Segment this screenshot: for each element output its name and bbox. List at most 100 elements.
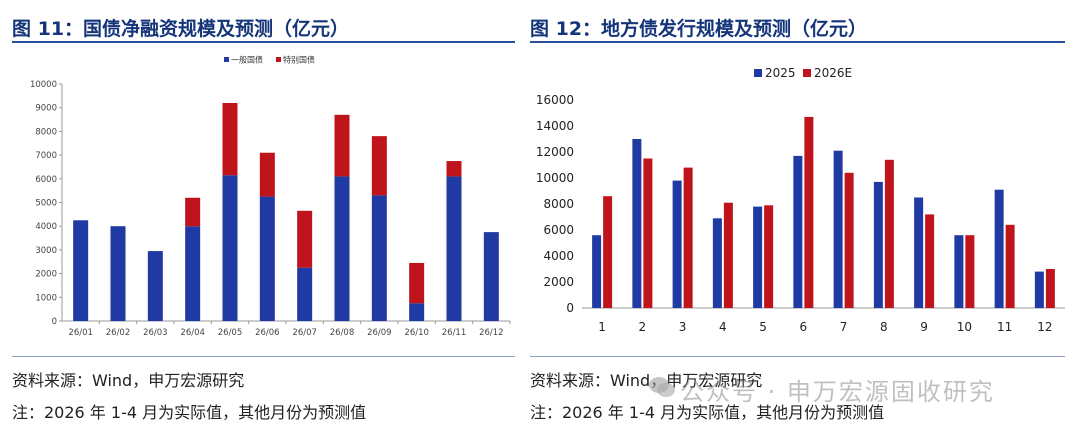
right-y-tick-label: 10000	[536, 171, 574, 185]
left-bar-special-bond	[259, 152, 275, 197]
left-x-tick-label: 26/10	[404, 328, 429, 338]
left-x-tick-label: 26/08	[330, 328, 355, 338]
right-x-tick-label: 10	[957, 320, 972, 334]
right-y-tick-label: 0	[566, 301, 574, 315]
left-bar-general-bond	[334, 176, 350, 321]
right-figure-panel: 图 12：地方债发行规模及预测（亿元） 0 2000 4000 6000 8000 100…	[530, 0, 1080, 434]
right-y-tick-label: 12000	[536, 145, 574, 159]
left-x-tick-label: 26/06	[255, 328, 280, 338]
right-y-tick-label: 2000	[543, 275, 574, 289]
left-bar-general-bond	[73, 220, 89, 321]
right-bar-2026e	[965, 235, 975, 308]
left-y-tick-label: 0	[52, 317, 57, 327]
left-bar-special-bond	[446, 161, 462, 177]
left-bar-general-bond	[259, 196, 275, 321]
right-bar-2025	[632, 139, 642, 308]
left-figure-panel: 图 11：国债净融资规模及预测（亿元） 0 1000 2000 3000 4000 500…	[0, 0, 530, 434]
left-legend-label-special: 特别国债	[283, 55, 315, 65]
right-bar-2026e	[1005, 224, 1015, 308]
right-y-tick-label: 16000	[536, 93, 574, 107]
right-bar-2026e	[925, 214, 935, 308]
right-x-tick-label: 5	[759, 320, 767, 334]
left-bar-special-bond	[185, 197, 201, 227]
left-source-rule	[12, 356, 515, 357]
right-bar-2025	[753, 206, 763, 308]
left-y-tick-label: 8000	[35, 127, 57, 137]
right-source-text: 资料来源：Wind，申万宏源研究	[530, 371, 763, 390]
right-figure-title: 图 12：地方债发行规模及预测（亿元）	[530, 18, 868, 40]
right-bar-2026e	[723, 202, 733, 308]
left-footnote-text: 注：2026 年 1-4 月为实际值，其他月份为预测值	[12, 403, 367, 422]
left-y-tick-label: 7000	[35, 151, 57, 161]
left-x-tick-label: 26/03	[143, 328, 168, 338]
right-bar-2026e	[884, 159, 894, 308]
right-bar-2025	[873, 181, 883, 308]
left-bar-general-bond	[147, 251, 163, 321]
left-x-tick-label: 26/04	[180, 328, 205, 338]
right-legend-label-2025: 2025	[765, 66, 796, 80]
right-bar-2025	[793, 155, 803, 308]
left-x-tick-label: 26/01	[68, 328, 93, 338]
left-y-tick-label: 2000	[35, 270, 57, 280]
left-x-tick-label: 26/02	[106, 328, 131, 338]
left-bar-general-bond	[110, 226, 126, 321]
right-y-tick-label: 4000	[543, 249, 574, 263]
left-x-tick-label: 26/12	[479, 328, 504, 338]
left-legend-swatch-special	[276, 57, 281, 62]
left-stacked-bar-chart: 0 1000 2000 3000 4000 5000 6000 7000 8000 9000 100…	[30, 55, 511, 338]
right-x-tick-label: 3	[679, 320, 687, 334]
right-bar-2026e	[683, 167, 693, 308]
left-x-tick-label: 26/07	[292, 328, 317, 338]
right-x-tick-label: 11	[997, 320, 1012, 334]
right-bar-2026e	[764, 205, 774, 308]
left-x-tick-label: 26/09	[367, 328, 392, 338]
right-y-tick-label: 6000	[543, 223, 574, 237]
left-y-tick-label: 3000	[35, 246, 57, 256]
left-legend-swatch-general	[224, 57, 229, 62]
right-bar-2026e	[804, 116, 814, 309]
left-y-tick-label: 5000	[35, 199, 57, 209]
left-title-rule	[12, 41, 515, 43]
right-bar-2026e	[844, 172, 854, 308]
right-bar-2026e	[1045, 269, 1055, 308]
left-x-tick-label: 26/05	[218, 328, 243, 338]
right-x-tick-label: 9	[920, 320, 928, 334]
wechat-logo-icon	[649, 377, 675, 397]
right-x-tick-label: 1	[598, 320, 606, 334]
left-bar-general-bond	[222, 175, 238, 321]
left-source-text: 资料来源：Wind，申万宏源研究	[12, 371, 245, 390]
right-title-rule	[530, 41, 1065, 43]
left-x-tick-label: 26/11	[442, 328, 467, 338]
left-bar-special-bond	[222, 102, 238, 176]
left-bar-special-bond	[334, 114, 350, 177]
left-bar-general-bond	[371, 195, 387, 321]
right-bar-2025	[712, 218, 722, 308]
left-legend-label-general: 一般国债	[231, 55, 263, 65]
right-bar-2025	[592, 235, 602, 308]
left-y-tick-label: 1000	[35, 293, 57, 303]
left-y-tick-label: 9000	[35, 104, 57, 114]
left-y-tick-label: 10000	[30, 80, 57, 90]
left-y-tick-label: 4000	[35, 222, 57, 232]
left-y-tick-label: 6000	[35, 175, 57, 185]
right-x-tick-label: 2	[639, 320, 647, 334]
left-bar-general-bond	[446, 176, 462, 321]
right-x-tick-label: 8	[880, 320, 888, 334]
right-legend-label-2026e: 2026E	[814, 66, 852, 80]
right-legend-swatch-2025	[754, 69, 762, 77]
right-x-tick-label: 4	[719, 320, 727, 334]
right-legend-swatch-2026e	[803, 69, 811, 77]
right-bar-2025	[833, 150, 843, 308]
right-bar-2025	[994, 189, 1004, 308]
left-bar-general-bond	[409, 303, 425, 321]
right-x-tick-label: 12	[1037, 320, 1052, 334]
watermark-text: 公众号 · 申万宏源固收研究	[680, 378, 995, 406]
left-figure-title: 图 11：国债净融资规模及预测（亿元）	[12, 18, 350, 40]
right-bar-2025	[1034, 271, 1044, 308]
right-bar-2025	[954, 235, 964, 308]
right-x-tick-label: 6	[800, 320, 808, 334]
right-bar-2026e	[603, 196, 613, 308]
left-bar-general-bond	[483, 232, 499, 321]
right-bar-2026e	[643, 158, 653, 308]
